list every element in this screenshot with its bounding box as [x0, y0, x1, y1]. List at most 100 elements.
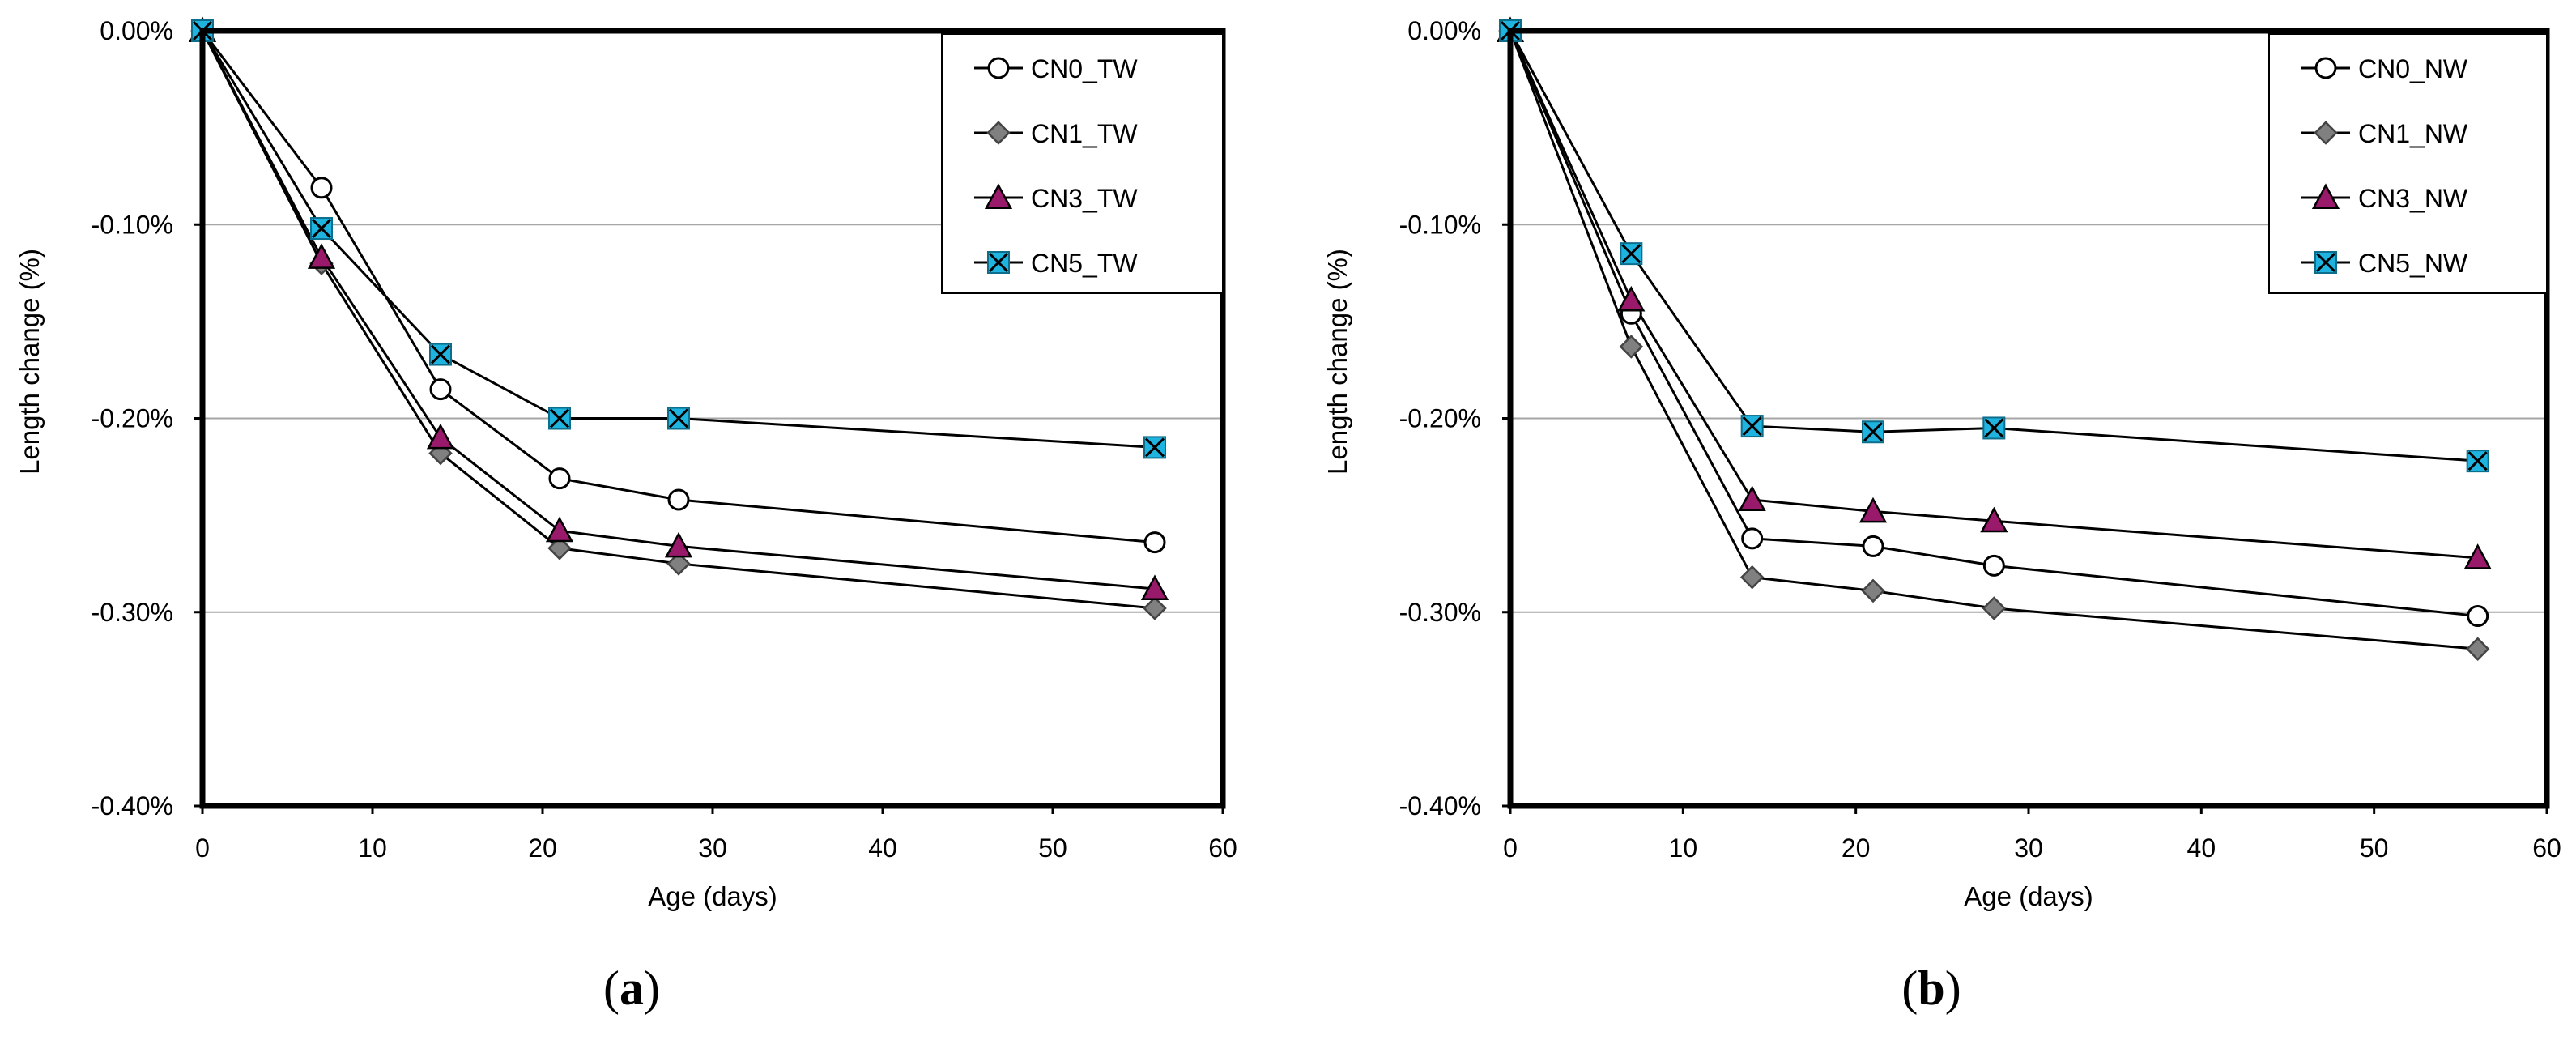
legend-marker-diamond-marker — [2314, 121, 2338, 145]
legend-entry: CN5_TW — [974, 249, 1138, 278]
y-tick-label: -0.30% — [92, 598, 173, 627]
data-point-circle-marker — [548, 467, 571, 490]
legend-marker-x-stroke — [988, 252, 1009, 273]
data-point-x-stroke — [311, 218, 332, 239]
data-point-diamond-marker — [1619, 335, 1644, 359]
series-line-cn1-nw — [1509, 30, 2478, 650]
chart-panel-a: 0.00% -0.10% -0.20% -0.30% -0.40% 0 10 20 30 40 50… — [15, 16, 1237, 1015]
data-point-triangle-marker — [1859, 497, 1888, 523]
x-tick-label: 60 — [2532, 833, 2561, 863]
legend-label: CN3_TW — [1031, 184, 1138, 213]
x-tick-label: 10 — [358, 833, 387, 863]
series-line-cn5-tw — [201, 30, 1156, 449]
y-axis-title: Length change (%) — [1322, 249, 1352, 475]
series-line-cn3-nw — [1509, 30, 2478, 560]
legend-marker-circle-marker — [987, 57, 1010, 79]
x-tick-label: 0 — [1503, 833, 1518, 863]
series-line-cn1-tw — [201, 30, 1156, 610]
legend-marker-triangle-marker — [984, 183, 1013, 209]
series-line-cn5-nw — [1509, 30, 2478, 462]
y-tick-label: 0.00% — [1407, 16, 1481, 45]
panel-label-letter: a — [620, 961, 644, 1015]
data-point-x-stroke — [1984, 418, 2004, 438]
data-point-x-stroke — [430, 344, 451, 364]
data-point-x-stroke — [549, 408, 570, 428]
x-tick-label: 50 — [1038, 833, 1067, 863]
legend-entry: CN3_NW — [2301, 183, 2468, 213]
chart-panel-b: 0.00% -0.10% -0.20% -0.30% -0.40% 0 10 20 30 40 50… — [1322, 16, 2561, 1015]
data-point-triangle-marker — [545, 516, 574, 543]
series-markers-cn5-tw — [191, 19, 1166, 459]
data-point-circle-marker — [2467, 605, 2489, 628]
x-tick-label: 40 — [2187, 833, 2216, 863]
data-point-x-stroke — [1144, 437, 1165, 458]
y-tick-label: -0.20% — [1399, 404, 1481, 433]
data-point-triangle-marker — [1617, 285, 1646, 312]
panel-label-paren: ) — [1945, 961, 1961, 1015]
y-tick-label: -0.30% — [1399, 598, 1481, 627]
data-point-triangle-marker — [1140, 574, 1169, 601]
x-tick-label: 60 — [1208, 833, 1237, 863]
legend-label: CN3_NW — [2358, 184, 2468, 213]
legend-marker-triangle-marker — [2311, 183, 2340, 209]
y-tick-label: -0.20% — [92, 404, 173, 433]
data-point-triangle-marker — [1738, 485, 1766, 511]
legend-label: CN0_TW — [1031, 54, 1138, 83]
legend-entry: CN1_TW — [974, 119, 1138, 148]
data-point-circle-marker — [429, 378, 452, 401]
y-tick-label: 0.00% — [100, 16, 173, 45]
y-tick-label: -0.40% — [1399, 791, 1481, 820]
panel-label-paren: ( — [603, 961, 620, 1015]
data-point-diamond-marker — [1739, 565, 1765, 590]
legend-marker-circle-marker — [2314, 57, 2337, 79]
legend-label: CN1_NW — [2358, 119, 2468, 148]
y-tick-label: -0.40% — [92, 791, 173, 820]
series-line-cn3-tw — [201, 30, 1156, 590]
legend-entry: CN1_NW — [2301, 119, 2468, 148]
series-markers-cn5-nw — [1499, 19, 2489, 473]
x-tick-label: 0 — [195, 833, 210, 863]
y-tick-label: -0.10% — [1399, 210, 1481, 239]
data-point-diamond-marker — [547, 536, 572, 560]
data-point-circle-marker — [1982, 554, 2005, 577]
legend-entry: CN5_NW — [2301, 249, 2468, 278]
legend-label: CN0_NW — [2358, 54, 2468, 83]
x-axis-title: Age (days) — [1964, 881, 2093, 911]
data-point-circle-marker — [1741, 527, 1764, 550]
x-tick-label: 20 — [1842, 833, 1871, 863]
data-point-circle-marker — [667, 488, 690, 511]
data-point-triangle-marker — [664, 531, 693, 558]
data-point-x-stroke — [2467, 451, 2488, 471]
legend-label: CN5_TW — [1031, 249, 1138, 278]
data-point-x-stroke — [1742, 416, 1762, 437]
legend-box — [2268, 33, 2548, 294]
data-point-x-stroke — [1621, 244, 1641, 264]
legend-marker-diamond-marker — [986, 121, 1011, 145]
data-point-diamond-marker — [1143, 596, 1167, 620]
data-point-triangle-marker — [1980, 506, 2008, 533]
y-axis-title: Length change (%) — [15, 249, 45, 475]
x-tick-label: 20 — [528, 833, 557, 863]
data-point-diamond-marker — [666, 552, 691, 576]
series-line-cn0-nw — [1509, 30, 2478, 618]
data-point-triangle-marker — [426, 423, 455, 450]
y-tick-label: -0.10% — [92, 210, 173, 239]
x-tick-label: 30 — [2014, 833, 2043, 863]
x-tick-label: 50 — [2360, 833, 2389, 863]
panel-label: (a) — [603, 961, 660, 1015]
plot-frame — [199, 28, 1226, 809]
data-point-triangle-marker — [307, 243, 336, 269]
legend-label: CN1_TW — [1031, 119, 1138, 148]
panel-label-paren: ( — [1901, 961, 1918, 1015]
x-tick-label: 10 — [1669, 833, 1698, 863]
data-point-circle-marker — [1862, 535, 1884, 557]
legend-entry: CN0_NW — [2301, 54, 2468, 83]
panel-label: (b) — [1901, 961, 1961, 1015]
data-point-x-stroke — [668, 408, 689, 428]
series-line-cn0-tw — [201, 30, 1156, 544]
legend-marker-x-stroke — [2315, 252, 2336, 273]
data-point-diamond-marker — [1861, 578, 1885, 603]
panel-label-letter: b — [1918, 961, 1944, 1015]
legend-entry: CN3_TW — [974, 183, 1138, 213]
